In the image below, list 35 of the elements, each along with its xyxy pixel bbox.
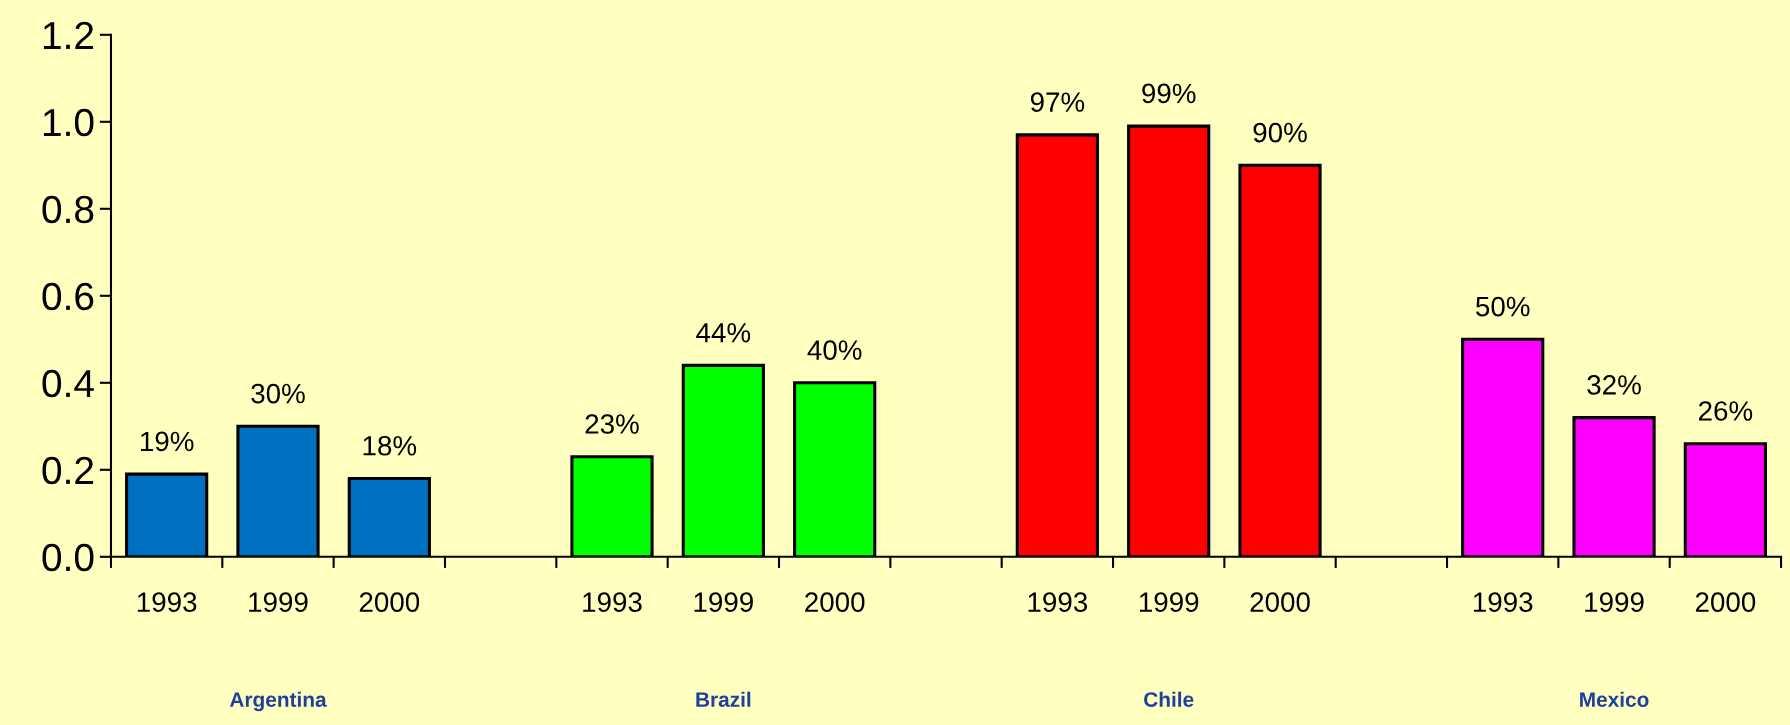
y-tick-label: 0.0 (42, 543, 94, 572)
data-label: 32% (1587, 375, 1641, 395)
x-tick-label: 1993 (137, 592, 197, 612)
data-label: 30% (251, 383, 305, 404)
data-label: 50% (1476, 296, 1530, 317)
data-label: 23% (585, 414, 639, 434)
data-label: 19% (140, 431, 194, 452)
x-tick-label: 1999 (249, 592, 308, 612)
x-tick-label: 1999 (1585, 592, 1644, 612)
x-tick-label: 2000 (1695, 592, 1756, 612)
y-tick-label: 0.8 (42, 195, 94, 224)
x-tick-label: 1999 (694, 592, 753, 612)
data-label: 26% (1698, 401, 1753, 421)
text: Brazil (696, 691, 751, 707)
data-label: 99% (1142, 83, 1196, 104)
x-tick-label: 1993 (583, 592, 642, 612)
data-label: 44% (696, 322, 751, 343)
x-tick-label: 1999 (1139, 592, 1199, 612)
data-label: 97% (1030, 92, 1085, 112)
y-tick-label: 1.2 (43, 21, 94, 49)
y-tick-label: 0.6 (42, 282, 94, 311)
y-tick-label: 0.4 (42, 369, 94, 398)
text: Mexico (1580, 691, 1649, 707)
x-tick-label: 2000 (805, 592, 865, 612)
x-tick-label: 1993 (1473, 592, 1533, 612)
y-tick-label: 1.0 (43, 108, 94, 137)
data-label: 18% (363, 435, 417, 456)
data-label: 40% (807, 340, 862, 360)
x-tick-label: 2000 (359, 592, 420, 612)
y-tick-label: 0.2 (42, 456, 94, 485)
text: Chile (1144, 691, 1194, 707)
x-tick-label: 2000 (1250, 592, 1310, 612)
text: Argentina (229, 691, 327, 712)
x-tick-label: 1993 (1028, 592, 1088, 612)
data-label: 90% (1253, 122, 1307, 143)
